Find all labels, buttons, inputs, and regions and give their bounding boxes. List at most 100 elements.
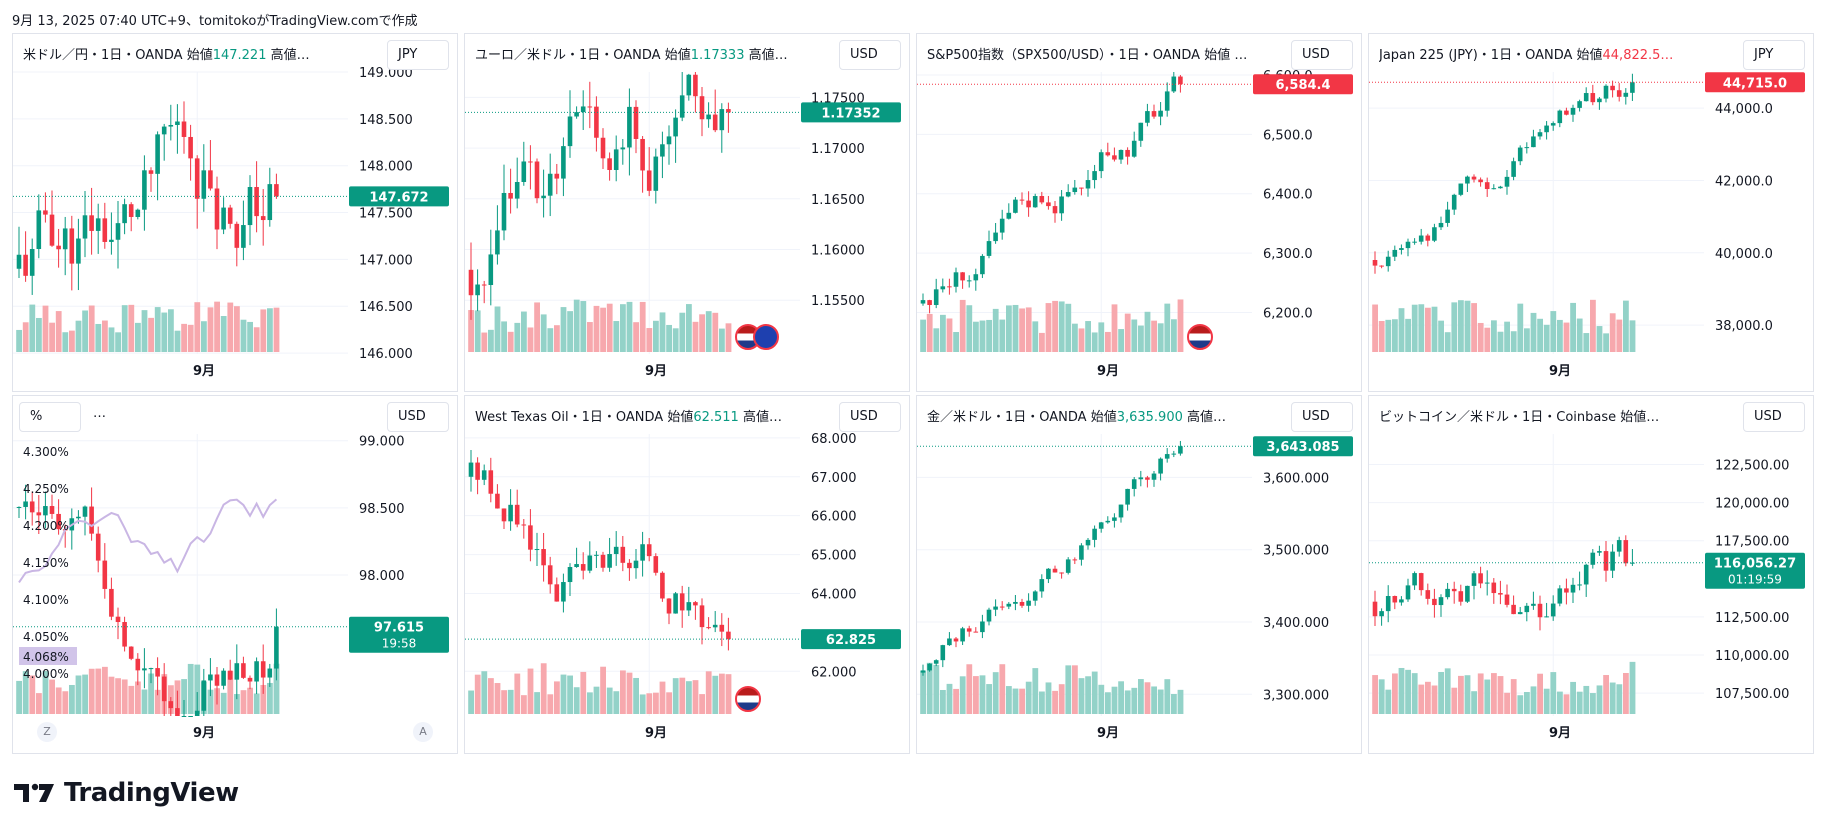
tradingview-logo[interactable]: TradingView [14, 778, 239, 808]
chart-canvas[interactable]: 99.000 98.500 98.000 4.300% 4.250% 4.200% 4.15… [13, 396, 458, 754]
chart-panel-jp225[interactable]: 44,000.0 42,000.0 40,000.0 38,000.0 44,715.0… [1368, 33, 1814, 392]
candle [666, 136, 672, 145]
volume-bar [128, 685, 135, 714]
currency-button[interactable]: JPY [387, 40, 449, 70]
candle [89, 506, 94, 534]
candle [1399, 599, 1404, 603]
chart-panel-xauusd[interactable]: 3,600.000 3,500.000 3,400.000 3,300.000 3,64… [916, 395, 1362, 754]
candle [1564, 110, 1569, 115]
currency-button[interactable]: USD [1291, 40, 1353, 70]
volume-bar [1398, 667, 1405, 714]
chart-canvas[interactable]: 68.000 67.000 66.000 65.000 64.000 62.000 62.8… [465, 396, 910, 754]
candle [43, 210, 48, 215]
chart-canvas[interactable]: 122,500.00 120,000.00 117,500.00 112,500.00… [1369, 396, 1814, 754]
volume-bar [1418, 304, 1425, 352]
eu-flag-icon[interactable] [753, 324, 779, 350]
candle [567, 116, 573, 147]
volume-bar [1124, 313, 1131, 352]
us-flag-icon[interactable] [1187, 324, 1213, 350]
candle [973, 274, 979, 281]
candle [1392, 596, 1398, 603]
volume-bar [234, 306, 240, 352]
volume-bar [220, 692, 227, 714]
y-tick-label: 3,600.000 [1263, 471, 1329, 486]
chart-canvas[interactable]: 44,000.0 42,000.0 40,000.0 38,000.0 44,715.0 [1369, 34, 1814, 392]
volume-bar [273, 663, 280, 714]
currency-button[interactable]: USD [1743, 402, 1805, 432]
volume-bar [1138, 325, 1144, 352]
candle [1372, 601, 1378, 617]
currency-button[interactable]: USD [839, 402, 901, 432]
volume-bar [606, 303, 613, 352]
us-flag-icon[interactable] [735, 686, 761, 712]
volume-bar [1530, 312, 1537, 352]
chart-canvas[interactable]: 6,600.06,500.06,400.06,300.06,200.06,584… [917, 34, 1362, 392]
volume-bar [82, 674, 88, 714]
symbol-legend[interactable]: Japan 225 (JPY)・1日・OANDA 始値44,822.5… [1379, 44, 1673, 63]
symbol-legend[interactable]: ビットコイン／米ドル・1日・Coinbase 始値… [1379, 406, 1659, 425]
symbol-legend[interactable]: 金／米ドル・1日・OANDA 始値3,635.900 高値… [927, 406, 1226, 425]
symbol-legend[interactable]: 米ドル／円・1日・OANDA 始値147.221 高値… [23, 44, 310, 63]
chart-panel-btcusd[interactable]: 122,500.00 120,000.00 117,500.00 112,500.00… [1368, 395, 1814, 754]
candle [1013, 199, 1018, 213]
y-tick-label: 3,500.000 [1263, 544, 1329, 559]
percent-scale-button[interactable]: % [19, 402, 81, 432]
currency-button[interactable]: USD [839, 40, 901, 70]
candle [95, 533, 101, 561]
chart-panel-eurusd[interactable]: 1.17500 1.17000 1.16500 1.16000 1.15500 1.173… [464, 33, 910, 392]
candle [1517, 147, 1523, 162]
volume-bar [468, 690, 474, 714]
candle [148, 170, 154, 174]
y-tick-label: 147.500 [359, 207, 413, 222]
volume-bar [933, 328, 940, 352]
volume-bar [587, 322, 593, 352]
candle [1465, 176, 1470, 184]
candle [613, 149, 619, 170]
chart-canvas[interactable]: 1.175001.170001.165001.160001.155001.173… [465, 34, 910, 392]
chart-panel-spx500[interactable]: 6,600.06,500.06,400.06,300.06,200.06,584… [916, 33, 1362, 392]
candle [1138, 122, 1144, 141]
last-price-value: 116,056.27 [1714, 557, 1796, 572]
candle [1098, 522, 1104, 529]
chart-canvas[interactable]: 3,600.000 3,500.000 3,400.000 3,300.000 3,64… [917, 396, 1362, 754]
last-price-value: 3,643.085 [1266, 440, 1339, 455]
currency-button[interactable]: USD [1291, 402, 1353, 432]
candle [109, 588, 114, 617]
legend-more: … [93, 406, 106, 421]
candle [1392, 249, 1398, 257]
volume-bar [554, 325, 560, 352]
chart-canvas[interactable]: 149.000148.500148.000147.500147.000146.5… [13, 34, 458, 392]
candle [227, 670, 233, 680]
symbol-legend[interactable]: West Texas Oil・1日・OANDA 始値62.511 高値… [475, 406, 782, 425]
symbol-legend[interactable]: ユーロ／米ドル・1日・OANDA 始値1.17333 高値… [475, 44, 788, 63]
volume-bar [1563, 322, 1570, 352]
auto-scale-button[interactable]: A [413, 722, 433, 742]
candle [514, 182, 520, 199]
currency-button[interactable]: USD [387, 402, 449, 432]
candle [940, 286, 946, 290]
zoom-button[interactable]: Z [37, 722, 57, 742]
y-tick-label: 112,500.00 [1715, 611, 1789, 626]
chart-panel-usdjpy[interactable]: 149.000 148.500 148.000 147.500 147.000 146.5… [12, 33, 458, 392]
y-tick-label: 120,000.00 [1715, 497, 1789, 512]
candle [1079, 545, 1084, 560]
volume-bar [1045, 682, 1052, 714]
candle [953, 638, 959, 642]
pct-tick-label: 4.000% [23, 667, 69, 681]
currency-button[interactable]: JPY [1743, 40, 1805, 70]
volume-bar [1072, 665, 1078, 714]
volume-bar [1032, 321, 1039, 352]
volume-bar [639, 301, 646, 352]
candle [1178, 76, 1183, 85]
candle [673, 593, 678, 614]
candle [561, 146, 566, 179]
volume-bar [1543, 324, 1550, 352]
volume-bar [1557, 319, 1563, 352]
candle [1412, 241, 1417, 243]
chart-panel-wti[interactable]: 68.000 67.000 66.000 65.000 64.000 62.000 62.8… [464, 395, 910, 754]
candle [1458, 591, 1464, 602]
last-price-tag [1705, 552, 1805, 589]
symbol-legend[interactable]: S&P500指数（SPX500/USD）・1日・OANDA 始値 … [927, 44, 1247, 63]
chart-panel-dxy[interactable]: 99.000 98.500 98.000 4.300% 4.250% 4.200% 4.15… [12, 395, 458, 754]
y-tick-label: 99.000 [359, 435, 405, 450]
